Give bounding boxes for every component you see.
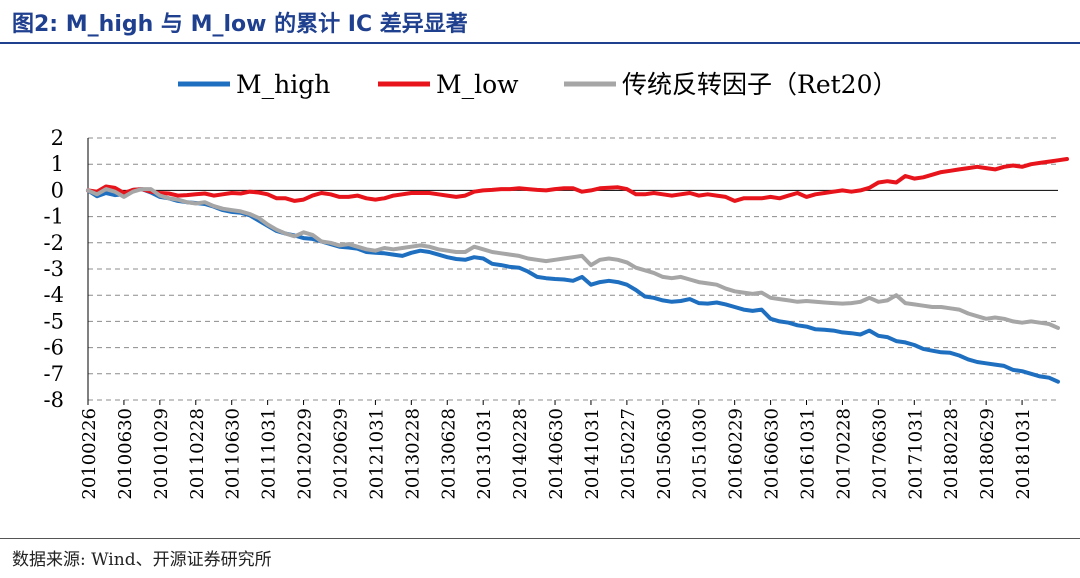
x-tick-label: 20110630: [223, 408, 244, 500]
y-tick-label: -8: [44, 388, 64, 412]
x-tick-label: 20100226: [79, 408, 100, 500]
y-tick-label: -3: [44, 257, 64, 281]
y-tick-label: -4: [44, 283, 64, 307]
x-tick-label: 20121031: [366, 408, 387, 500]
axes: 210 -1-2-3-4-5 -6-7-8 20100226 20100630 20101…: [44, 126, 1058, 500]
y-tick-label: -7: [44, 362, 64, 386]
x-tick-label: 20101029: [151, 408, 172, 500]
title-underline: [0, 42, 1080, 44]
x-tick-label: 20150630: [654, 408, 675, 500]
x-tick-label: 20180228: [941, 408, 962, 500]
legend-label-3: 传统反转因子（Ret20）: [622, 70, 897, 99]
x-tick-label: 20140630: [546, 408, 567, 500]
y-tick-label: 2: [51, 126, 64, 150]
y-tick-label: -2: [44, 231, 64, 255]
x-tick-label: 20171031: [905, 408, 926, 500]
x-tick-label: 20100630: [115, 408, 136, 500]
x-tick-label: 20161031: [798, 408, 819, 500]
x-tick-label: 20120629: [330, 408, 351, 500]
x-tick-label: 20130228: [402, 408, 423, 500]
y-tick-label: -1: [44, 205, 64, 229]
x-tick-label: 20130628: [438, 408, 459, 500]
x-tick-label: 20160630: [762, 408, 783, 500]
cumulative-ic-line-chart: 210 -1-2-3-4-5 -6-7-8 20100226 20100630 20101…: [44, 70, 1069, 500]
legend-label-1: M_high: [236, 70, 330, 99]
legend: M_high M_low 传统反转因子（Ret20）: [178, 70, 897, 99]
y-tick-label: 0: [51, 178, 64, 202]
x-tick-label: 20170228: [833, 408, 854, 500]
x-tick-label: 20151030: [690, 408, 711, 500]
source-note: 数据来源: Wind、开源证券研究所: [12, 550, 272, 570]
y-tick-label: -6: [44, 336, 64, 360]
series-line-1: [86, 187, 1060, 384]
x-tick-label: 20170630: [869, 408, 890, 500]
y-tick-label: 1: [51, 152, 64, 176]
x-tick-label: 20181031: [1013, 408, 1034, 500]
x-tick-label: 20180629: [977, 408, 998, 500]
x-tick-label: 20150227: [618, 408, 639, 500]
figure-title: 图2: M_high 与 M_low 的累计 IC 差异显著: [12, 12, 468, 37]
x-tick-label: 20120229: [295, 408, 316, 500]
x-tick-label: 20140228: [510, 408, 531, 500]
x-tick-label: 20141031: [582, 408, 603, 500]
x-tick-label: 20131031: [474, 408, 495, 500]
source-divider: [0, 538, 1080, 539]
series-line-2: [86, 157, 1069, 203]
x-tick-label: 20111031: [259, 408, 280, 500]
x-tick-label: 20110228: [187, 408, 208, 500]
series-line-3: [86, 187, 1060, 330]
series-lines: [86, 157, 1069, 384]
legend-label-2: M_low: [436, 70, 519, 99]
y-tick-label: -5: [44, 309, 64, 333]
x-tick-label: 20160229: [726, 408, 747, 500]
